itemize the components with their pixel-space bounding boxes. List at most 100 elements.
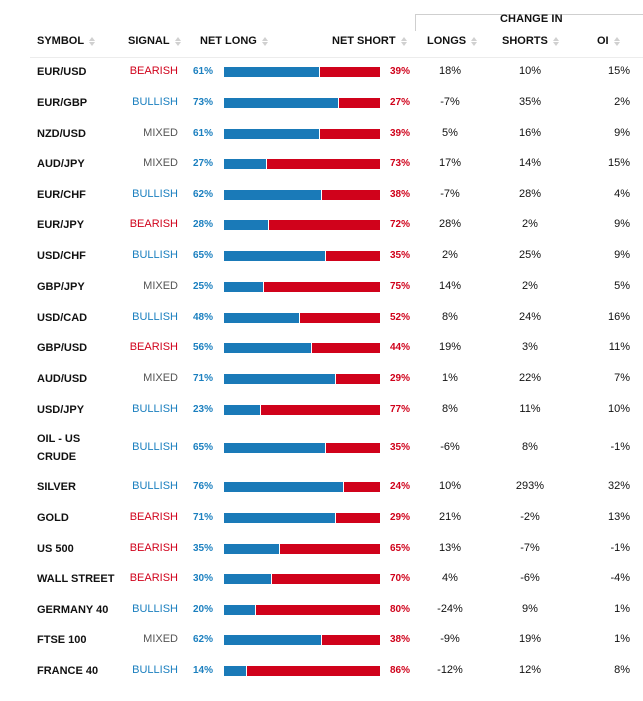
header-net-short[interactable]: NET SHORT	[332, 35, 407, 47]
symbol-cell[interactable]: USD/JPY	[37, 404, 85, 416]
bar-separator	[325, 443, 326, 453]
symbol-cell[interactable]: AUD/USD	[37, 373, 88, 385]
long-bar-segment	[224, 129, 319, 139]
change-shorts-cell: 28%	[518, 188, 542, 200]
short-bar-segment	[300, 313, 380, 323]
table-row[interactable]: WALL STREET BEARISH 30% 70% 4% -6% -4%	[0, 564, 643, 594]
net-long-value: 35%	[193, 543, 214, 554]
symbol-cell[interactable]: US 500	[37, 543, 74, 555]
net-long-value: 71%	[193, 512, 214, 523]
symbol-cell[interactable]: NZD/USD	[37, 128, 86, 140]
sort-icon[interactable]	[471, 36, 478, 46]
table-row[interactable]: USD/CHF BULLISH 65% 35% 2% 25% 9%	[0, 241, 643, 271]
long-short-bar	[224, 282, 380, 292]
change-shorts-cell: 2%	[522, 280, 538, 292]
short-bar-segment	[267, 159, 380, 169]
symbol-cell[interactable]: USD/CHF	[37, 250, 86, 262]
table-row[interactable]: GOLD BEARISH 71% 29% 21% -2% 13%	[0, 503, 643, 533]
change-oi-cell: 16%	[607, 311, 630, 323]
long-bar-segment	[224, 544, 279, 554]
sort-icon[interactable]	[613, 36, 620, 46]
symbol-cell[interactable]: EUR/USD	[37, 66, 87, 78]
change-shorts-cell: -7%	[520, 542, 540, 554]
change-shorts-cell: 9%	[522, 603, 538, 615]
change-oi-cell: -1%	[610, 542, 630, 554]
net-short-value: 35%	[390, 442, 411, 453]
symbol-cell[interactable]: EUR/JPY	[37, 219, 85, 231]
table-row[interactable]: AUD/JPY MIXED 27% 73% 17% 14% 15%	[0, 149, 643, 179]
change-oi-cell: 7%	[614, 372, 630, 384]
signal-cell: BEARISH	[129, 572, 178, 584]
sort-icon[interactable]	[400, 36, 407, 46]
table-row[interactable]: USD/CAD BULLISH 48% 52% 8% 24% 16%	[0, 303, 643, 333]
long-short-bar	[224, 666, 380, 676]
symbol-cell[interactable]: GOLD	[37, 512, 69, 524]
table-row[interactable]: OIL - US CRUDE BULLISH 65% 35% -6% 8% -1%	[0, 433, 643, 463]
long-bar-segment	[224, 635, 321, 645]
signal-cell: BEARISH	[129, 218, 178, 230]
header-oi-label: OI	[597, 35, 609, 47]
change-oi-cell: 15%	[607, 157, 630, 169]
symbol-cell[interactable]: SILVER	[37, 481, 76, 493]
short-bar-segment	[344, 482, 380, 492]
signal-cell: BULLISH	[132, 311, 178, 323]
signal-cell: BULLISH	[132, 480, 178, 492]
sort-icon[interactable]	[174, 36, 181, 46]
header-longs[interactable]: LONGS	[427, 35, 478, 47]
table-row[interactable]: USD/JPY BULLISH 23% 77% 8% 11% 10%	[0, 395, 643, 425]
long-short-bar	[224, 190, 380, 200]
net-short-value: 72%	[390, 219, 411, 230]
bar-separator	[343, 482, 344, 492]
net-long-value: 27%	[193, 158, 214, 169]
table-row[interactable]: SILVER BULLISH 76% 24% 10% 293% 32%	[0, 472, 643, 502]
change-shorts-cell: 2%	[522, 218, 538, 230]
symbol-cell[interactable]: EUR/GBP	[37, 97, 88, 109]
change-longs-cell: 4%	[442, 572, 458, 584]
sort-icon[interactable]	[261, 36, 268, 46]
header-oi[interactable]: OI	[597, 35, 620, 47]
symbol-cell[interactable]: OIL - US CRUDE	[37, 433, 81, 463]
change-longs-cell: 1%	[442, 372, 458, 384]
table-row[interactable]: NZD/USD MIXED 61% 39% 5% 16% 9%	[0, 119, 643, 149]
signal-cell: BEARISH	[129, 542, 178, 554]
long-bar-segment	[224, 220, 268, 230]
net-short-value: 39%	[390, 66, 411, 77]
header-signal[interactable]: SIGNAL	[128, 35, 181, 47]
header-shorts[interactable]: SHORTS	[502, 35, 559, 47]
change-oi-cell: 4%	[614, 188, 630, 200]
table-row[interactable]: US 500 BEARISH 35% 65% 13% -7% -1%	[0, 534, 643, 564]
table-row[interactable]: EUR/CHF BULLISH 62% 38% -7% 28% 4%	[0, 180, 643, 210]
table-row[interactable]: EUR/GBP BULLISH 73% 27% -7% 35% 2%	[0, 88, 643, 118]
short-bar-segment	[336, 513, 380, 523]
table-row[interactable]: FRANCE 40 BULLISH 14% 86% -12% 12% 8%	[0, 656, 643, 686]
table-row[interactable]: GBP/JPY MIXED 25% 75% 14% 2% 5%	[0, 272, 643, 302]
short-bar-segment	[280, 544, 380, 554]
symbol-cell[interactable]: GERMANY 40	[37, 604, 109, 616]
symbol-cell[interactable]: EUR/CHF	[37, 189, 86, 201]
net-short-value: 65%	[390, 543, 411, 554]
change-oi-cell: 10%	[607, 403, 630, 415]
header-symbol[interactable]: SYMBOL	[37, 35, 96, 47]
table-row[interactable]: GBP/USD BEARISH 56% 44% 19% 3% 11%	[0, 333, 643, 363]
symbol-cell[interactable]: GBP/USD	[37, 342, 88, 354]
table-row[interactable]: FTSE 100 MIXED 62% 38% -9% 19% 1%	[0, 625, 643, 655]
symbol-cell[interactable]: FRANCE 40	[37, 665, 99, 677]
header-signal-label: SIGNAL	[128, 35, 170, 47]
table-row[interactable]: GERMANY 40 BULLISH 20% 80% -24% 9% 1%	[0, 595, 643, 625]
table-row[interactable]: EUR/JPY BEARISH 28% 72% 28% 2% 9%	[0, 210, 643, 240]
symbol-cell[interactable]: FTSE 100	[37, 634, 87, 646]
short-bar-segment	[272, 574, 380, 584]
short-bar-segment	[247, 666, 380, 676]
bar-separator	[325, 251, 326, 261]
symbol-cell[interactable]: AUD/JPY	[37, 158, 85, 170]
long-bar-segment	[224, 282, 263, 292]
symbol-cell[interactable]: USD/CAD	[37, 312, 88, 324]
long-bar-segment	[224, 443, 325, 453]
sort-icon[interactable]	[552, 36, 559, 46]
symbol-cell[interactable]: GBP/JPY	[37, 281, 85, 293]
table-row[interactable]: AUD/USD MIXED 71% 29% 1% 22% 7%	[0, 364, 643, 394]
table-row[interactable]: EUR/USD BEARISH 61% 39% 18% 10% 15%	[0, 57, 643, 87]
symbol-cell[interactable]: WALL STREET	[37, 573, 115, 585]
header-net-long[interactable]: NET LONG	[200, 35, 268, 47]
sort-icon[interactable]	[89, 36, 96, 46]
